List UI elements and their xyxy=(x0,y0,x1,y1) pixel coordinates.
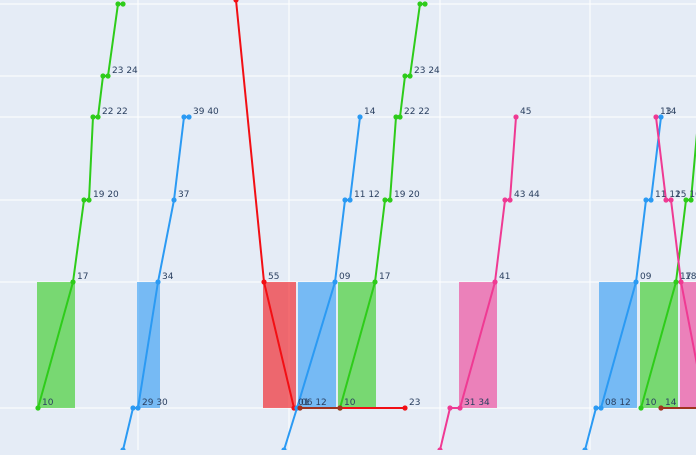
data-point xyxy=(337,405,343,411)
data-point xyxy=(105,73,111,79)
data-label: 17 xyxy=(379,272,390,282)
data-label: 14 xyxy=(665,107,677,117)
data-point xyxy=(402,73,408,79)
data-point xyxy=(593,405,599,411)
data-label: 01 xyxy=(298,398,309,408)
data-point xyxy=(155,279,161,285)
data-label: 13 xyxy=(660,107,671,117)
data-point xyxy=(35,405,41,411)
series-line xyxy=(235,0,405,409)
data-point xyxy=(86,197,92,203)
data-point xyxy=(342,197,348,203)
data-point xyxy=(297,405,303,411)
data-point xyxy=(447,405,453,411)
data-label: 19 20 xyxy=(394,190,420,200)
data-label: 29 30 xyxy=(142,398,168,408)
data-point xyxy=(233,0,239,3)
data-point xyxy=(393,114,399,120)
data-point xyxy=(673,279,679,285)
data-label: 41 xyxy=(499,272,510,282)
data-point xyxy=(663,197,669,203)
data-point xyxy=(502,197,508,203)
data-label: 10 xyxy=(344,398,356,408)
data-point xyxy=(70,279,76,285)
data-point xyxy=(332,279,338,285)
data-point xyxy=(261,279,267,285)
data-label: 09 xyxy=(339,272,351,282)
data-label: 09 xyxy=(640,272,652,282)
data-point xyxy=(135,405,141,411)
data-point xyxy=(181,114,187,120)
data-label: 10 xyxy=(42,398,54,408)
data-label: 22 22 xyxy=(404,107,430,117)
data-point xyxy=(648,197,654,203)
data-point xyxy=(382,197,388,203)
data-label: 06 12 xyxy=(301,398,327,408)
data-point xyxy=(513,114,519,120)
data-point xyxy=(683,197,689,203)
data-label: 14 xyxy=(665,398,677,408)
data-label: 22 22 xyxy=(102,107,128,117)
data-point xyxy=(372,279,378,285)
data-point xyxy=(633,279,639,285)
data-point xyxy=(402,405,408,411)
series-line xyxy=(283,116,361,451)
bar-layer xyxy=(37,282,696,408)
data-point xyxy=(95,114,101,120)
data-point xyxy=(171,197,177,203)
data-point xyxy=(643,197,649,203)
data-label: 18 xyxy=(685,272,696,282)
data-point xyxy=(115,1,121,7)
data-label: 45 xyxy=(520,107,531,117)
data-point xyxy=(90,114,96,120)
data-point xyxy=(688,197,694,203)
data-point xyxy=(130,405,136,411)
data-point xyxy=(678,279,684,285)
data-point xyxy=(387,197,393,203)
data-label: 34 xyxy=(162,272,174,282)
data-point xyxy=(407,73,413,79)
data-point xyxy=(186,114,192,120)
data-label: 11 12 xyxy=(354,190,380,200)
data-label: 43 44 xyxy=(514,190,540,200)
data-label: 08 12 xyxy=(605,398,631,408)
data-point xyxy=(507,197,513,203)
data-label: 15 16 xyxy=(675,190,696,200)
data-label: 17 xyxy=(77,272,88,282)
data-label: 23 24 xyxy=(112,66,138,76)
data-point xyxy=(422,1,428,7)
data-point xyxy=(658,405,664,411)
data-point xyxy=(668,197,674,203)
chart-bar xyxy=(680,282,696,408)
data-point xyxy=(81,197,87,203)
data-point xyxy=(638,405,644,411)
data-label: 31 34 xyxy=(464,398,490,408)
point-layer xyxy=(35,0,694,453)
data-point xyxy=(492,279,498,285)
data-point xyxy=(120,1,126,7)
data-point xyxy=(397,114,403,120)
data-label: 23 24 xyxy=(414,66,440,76)
label-layer: 10 17 19 20 22 22 23 24 29 30 34 37 39 40 55 01 23 0… xyxy=(42,66,696,408)
data-point xyxy=(417,1,423,7)
data-point xyxy=(347,197,353,203)
data-label: 23 xyxy=(409,398,420,408)
data-point xyxy=(457,405,463,411)
data-label: 14 xyxy=(364,107,376,117)
data-label: 10 xyxy=(645,398,657,408)
data-label: 39 40 xyxy=(193,107,219,117)
data-label: 55 xyxy=(268,272,279,282)
data-point xyxy=(598,405,604,411)
data-point xyxy=(357,114,363,120)
data-point xyxy=(100,73,106,79)
data-label: 19 20 xyxy=(93,190,119,200)
data-point xyxy=(658,114,664,120)
data-label: 37 xyxy=(178,190,189,200)
data-label: 17 xyxy=(680,272,691,282)
data-point xyxy=(653,114,659,120)
data-label: 11 12 xyxy=(655,190,681,200)
